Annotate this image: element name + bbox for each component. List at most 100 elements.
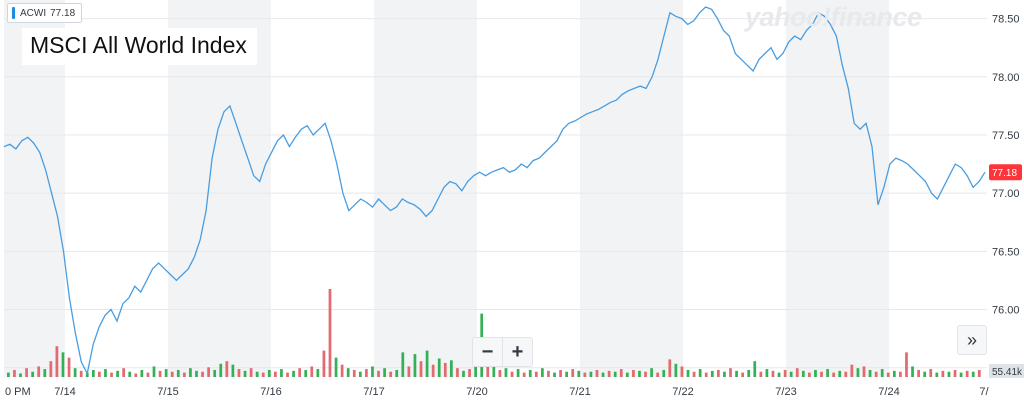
volume-bar: [656, 372, 660, 377]
ticker-badge[interactable]: ACWI 77.18: [7, 3, 83, 23]
volume-bar: [255, 371, 259, 377]
x-tick-label: 7/14: [54, 386, 75, 398]
volume-bar: [504, 368, 508, 377]
volume-bar: [498, 369, 502, 377]
volume-bar: [104, 369, 107, 377]
volume-bar: [959, 372, 963, 377]
x-axis-ticks: 0 PM 7/14 7/15 7/16 7/17 7/20 7/21 7/22 7/23 7/24…: [5, 386, 990, 398]
volume-bar: [413, 354, 417, 377]
volume-bar: [207, 367, 210, 377]
volume-bar: [534, 371, 538, 377]
volume-bar: [820, 371, 823, 377]
volume-bar: [577, 370, 581, 377]
volume-bar: [213, 369, 217, 377]
volume-bar: [365, 369, 368, 377]
volume-bar: [316, 369, 320, 377]
volume-bar: [170, 371, 174, 377]
volume-bar: [274, 371, 277, 377]
volume-bar: [13, 369, 16, 377]
session-shade: [580, 0, 683, 377]
volume-bar: [128, 371, 132, 377]
volume-bar: [905, 352, 908, 377]
volume-bar: [547, 370, 550, 377]
volume-bar: [443, 362, 447, 377]
volume-bar: [176, 369, 180, 377]
volume-bar: [838, 370, 842, 377]
volume-bar: [468, 369, 471, 377]
volume-bar: [741, 372, 744, 377]
volume-bar: [140, 369, 144, 377]
volume-bar: [31, 371, 35, 377]
volume-bar: [237, 369, 241, 377]
volume-bar: [201, 371, 204, 377]
volume-bars: [7, 289, 981, 377]
volume-bar: [595, 369, 599, 377]
x-tick-label: 0 PM: [5, 386, 31, 398]
volume-bar: [583, 372, 587, 377]
volume-bar: [79, 370, 83, 377]
volume-bar: [686, 369, 690, 377]
volume-bar: [844, 371, 848, 377]
volume-bar: [249, 368, 253, 377]
volume-bar: [541, 368, 544, 377]
volume-bar: [182, 372, 186, 377]
volume-bar: [371, 366, 374, 377]
volume-bar: [425, 350, 429, 377]
volume-bar: [110, 372, 113, 377]
zoom-out-button[interactable]: −: [481, 340, 494, 363]
current-price-marker-bg: [989, 164, 1022, 181]
y-tick-label: 76.00: [992, 305, 1020, 317]
volume-bar: [668, 359, 672, 377]
volume-bar: [219, 363, 223, 377]
volume-bar: [814, 369, 817, 377]
volume-bar: [747, 369, 751, 377]
volume-bar: [899, 371, 902, 377]
volume-bar: [862, 366, 866, 377]
volume-bar: [789, 371, 793, 377]
volume-bar: [122, 368, 126, 377]
y-tick-label: 77.00: [992, 188, 1020, 200]
volume-bar: [334, 357, 338, 377]
ticker-price: 77.18: [50, 7, 76, 19]
volume-bar: [55, 346, 59, 377]
volume-bar: [953, 369, 957, 377]
volume-bar: [650, 368, 653, 377]
volume-bar: [771, 370, 775, 377]
volume-bar: [680, 366, 684, 377]
y-tick-label: 76.50: [992, 246, 1020, 258]
scroll-right-button[interactable]: »: [957, 325, 987, 355]
volume-bar: [37, 366, 41, 377]
volume-bar: [43, 369, 47, 377]
volume-bar: [67, 357, 71, 377]
volume-bar: [765, 369, 769, 377]
volume-bar: [971, 371, 975, 377]
volume-bar: [759, 371, 763, 377]
volume-bar: [644, 371, 647, 377]
volume-bar: [710, 370, 714, 377]
volume-bar: [923, 371, 927, 377]
volume-bar: [522, 372, 526, 377]
volume-bar: [965, 370, 969, 377]
zoom-in-button[interactable]: +: [502, 338, 532, 366]
volume-bar: [407, 366, 411, 377]
session-shade: [374, 0, 477, 377]
y-tick-label: 78.00: [992, 72, 1020, 84]
x-tick-label: 7/: [979, 386, 989, 398]
y-tick-label: 77.50: [992, 130, 1020, 142]
volume-bar: [674, 363, 678, 377]
volume-bar: [625, 372, 629, 377]
volume-bar: [553, 372, 556, 377]
volume-bar: [322, 350, 326, 377]
x-tick-label: 7/21: [569, 386, 590, 398]
volume-bar: [437, 358, 441, 377]
volume-bar: [704, 372, 708, 377]
volume-bar: [935, 372, 939, 377]
volume-bar: [389, 371, 393, 377]
volume-bar: [225, 361, 229, 377]
volume-bar: [449, 360, 453, 377]
volume-bar: [613, 371, 617, 377]
volume-bar: [753, 361, 757, 377]
volume-bar: [243, 370, 247, 377]
volume-bar: [868, 369, 872, 377]
